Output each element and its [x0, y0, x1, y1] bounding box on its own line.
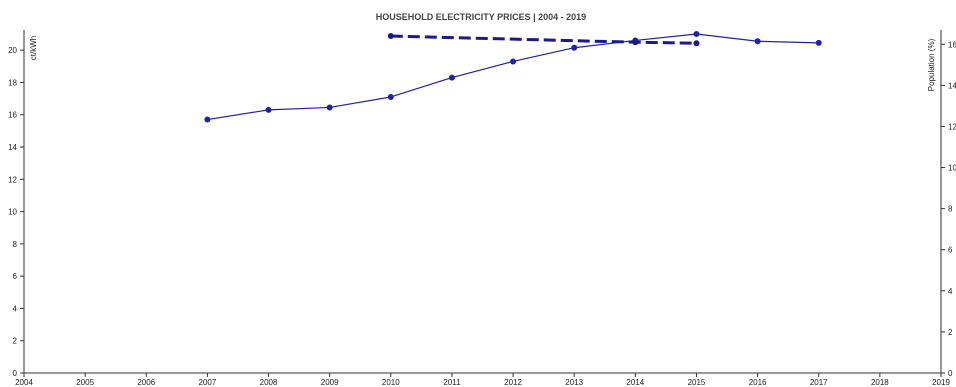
y-axis-title-right: Population (%) — [927, 38, 936, 91]
y-tick-label-right: 14 — [948, 81, 956, 90]
y-tick-label-left: 14 — [8, 143, 17, 152]
y-axis-title-left: ct/kWh — [29, 36, 38, 60]
x-tick-label: 2008 — [260, 378, 278, 387]
x-tick-label: 2006 — [137, 378, 155, 387]
series-1-point — [387, 93, 394, 100]
y-tick-label-left: 2 — [13, 337, 18, 346]
y-tick-label-right: 16 — [948, 40, 956, 49]
series-1-point — [571, 44, 578, 51]
x-tick-label: 2015 — [688, 378, 706, 387]
series-2-point — [387, 33, 394, 40]
y-tick-label-left: 6 — [13, 272, 18, 281]
y-tick-label-right: 12 — [948, 122, 956, 131]
y-tick-label-left: 20 — [8, 46, 17, 55]
y-tick-label-right: 0 — [948, 369, 953, 378]
x-tick-label: 2018 — [871, 378, 889, 387]
series-1-point — [693, 31, 700, 37]
series-1-point — [204, 116, 211, 123]
y-tick-label-left: 16 — [8, 111, 17, 120]
x-tick-label: 2004 — [15, 378, 33, 387]
x-tick-label: 2005 — [76, 378, 94, 387]
x-tick-label: 2013 — [565, 378, 583, 387]
x-tick-label: 2014 — [626, 378, 644, 387]
axes: 2004 2005 2006 2007 2008 2009 2010 2011 2012 2013… — [8, 30, 956, 387]
series-line-2 — [390, 34, 697, 45]
x-tick-label: 2016 — [749, 378, 767, 387]
x-tick-label: 2012 — [504, 378, 522, 387]
y-tick-label-right: 4 — [948, 287, 953, 296]
y-tick-label-left: 4 — [13, 304, 18, 313]
y-tick-label-left: 8 — [13, 240, 18, 249]
y-tick-label-left: 10 — [8, 208, 17, 217]
y-tick-label-right: 10 — [948, 164, 956, 173]
x-tick-label: 2009 — [321, 378, 339, 387]
series-layer — [204, 31, 822, 123]
series-1-point — [326, 104, 333, 111]
series-1-point — [815, 39, 822, 46]
series-2-point — [693, 40, 700, 47]
series-1-point — [448, 74, 455, 81]
y-tick-label-right: 2 — [948, 328, 953, 337]
y-tick-label-left: 18 — [8, 78, 17, 87]
y-tick-label-right: 8 — [948, 205, 953, 214]
y-tick-label-left: 0 — [13, 369, 18, 378]
x-tick-label: 2010 — [382, 378, 400, 387]
series-2-point — [632, 39, 639, 46]
series-line-1 — [207, 33, 819, 121]
series-1-point — [265, 106, 272, 113]
y-tick-label-right: 6 — [948, 246, 953, 255]
x-tick-label: 2007 — [199, 378, 217, 387]
series-1-point — [510, 58, 517, 65]
y-tick-label-left: 12 — [8, 175, 17, 184]
x-tick-label: 2011 — [443, 378, 461, 387]
x-tick-label: 2019 — [932, 378, 950, 387]
chart-title: HOUSEHOLD ELECTRICITY PRICES | 2004 - 20… — [376, 12, 586, 22]
series-1-point — [754, 38, 761, 45]
x-tick-label: 2017 — [810, 378, 828, 387]
